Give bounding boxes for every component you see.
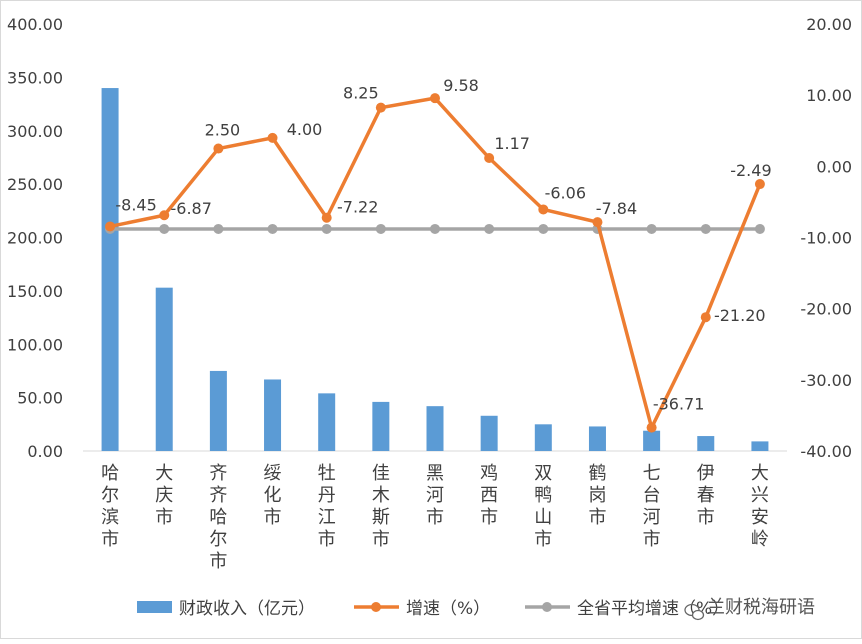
growth-point	[159, 210, 170, 221]
average-point	[321, 223, 332, 234]
left-tick-label: 150.00	[7, 282, 63, 301]
category-label: 鹤岗市	[588, 463, 606, 528]
average-point	[484, 223, 495, 234]
data-label: 1.17	[494, 134, 530, 153]
category-label: 佳木斯市	[372, 463, 390, 550]
right-tick-label: -10.00	[800, 229, 852, 248]
wechat-icon	[684, 603, 705, 621]
data-label: -7.22	[337, 198, 378, 217]
growth-point	[700, 312, 711, 323]
bar-series	[101, 88, 769, 452]
growth-line	[109, 96, 762, 430]
data-labels: -8.45 -6.87 2.50 4.00 -7.22 8.25 9.58 1.17 -6.06…	[115, 76, 771, 413]
bar	[372, 401, 390, 451]
legend-label: 财政收入（亿元）	[179, 599, 315, 619]
left-tick-label: 350.00	[7, 68, 63, 87]
watermark: 兰财税海研语	[684, 597, 815, 621]
category-label: 齐齐哈尔市	[209, 463, 227, 572]
growth-point	[430, 93, 440, 104]
category-label: 七台河市	[643, 463, 661, 550]
average-point	[213, 223, 224, 234]
growth-point	[592, 217, 603, 228]
growth-point	[754, 179, 765, 190]
bar	[426, 406, 444, 451]
right-tick-label: -20.00	[800, 300, 852, 319]
bar	[264, 379, 282, 451]
average-point	[700, 223, 711, 234]
average-point	[538, 223, 549, 234]
category-label: 大兴安岭	[751, 463, 769, 550]
legend-swatch-marker	[371, 602, 381, 612]
data-label: -8.45	[115, 195, 156, 214]
growth-point	[484, 153, 495, 164]
category-label: 绥化市	[264, 463, 282, 528]
average-point	[754, 223, 765, 234]
bar	[209, 370, 227, 451]
legend: 财政收入（亿元） 增速（%） 全省平均增速（%）	[137, 599, 729, 619]
data-label: -36.71	[653, 395, 705, 414]
data-label: -6.06	[545, 183, 586, 202]
category-label: 哈尔滨市	[101, 463, 119, 550]
growth-point	[267, 132, 278, 143]
data-label: 4.00	[287, 120, 323, 139]
category-label: 伊春市	[697, 463, 715, 528]
data-label: -6.87	[171, 199, 212, 218]
data-label: 2.50	[205, 121, 241, 140]
category-label: 双鸭山市	[534, 463, 552, 550]
growth-point	[375, 102, 386, 113]
left-tick-label: 200.00	[7, 229, 63, 248]
right-tick-label: 20.00	[806, 15, 852, 34]
growth-point	[213, 143, 224, 154]
left-tick-label: 250.00	[7, 175, 63, 194]
data-label: -2.49	[730, 161, 771, 180]
bar	[101, 88, 119, 452]
data-label: -21.20	[714, 306, 766, 325]
category-label: 大庆市	[155, 463, 173, 528]
bar	[697, 436, 715, 451]
right-tick-label: 0.00	[816, 157, 852, 176]
left-tick-label: 400.00	[7, 15, 63, 34]
bar	[643, 430, 661, 451]
bar	[480, 415, 498, 451]
category-label: 鸡西市	[480, 463, 498, 528]
growth-line-series	[105, 93, 765, 433]
data-label: -7.84	[596, 199, 637, 218]
bar	[751, 441, 769, 451]
bar	[588, 426, 606, 451]
bar	[534, 424, 552, 451]
axes: 0.00 50.00 100.00 150.00 200.00 250.00 300.00 3…	[7, 15, 852, 461]
legend-swatch-marker	[542, 602, 552, 612]
growth-point	[105, 221, 116, 232]
right-tick-label: -30.00	[800, 371, 852, 390]
average-point	[430, 223, 440, 234]
average-point	[159, 223, 170, 234]
left-tick-label: 100.00	[7, 335, 63, 354]
data-label: 8.25	[343, 84, 379, 103]
category-label: 黑河市	[426, 463, 444, 528]
average-point	[375, 223, 386, 234]
right-tick-label: -40.00	[800, 442, 852, 461]
average-point	[267, 223, 278, 234]
left-tick-label: 300.00	[7, 122, 63, 141]
right-tick-label: 10.00	[806, 86, 852, 105]
left-tick-label: 50.00	[17, 389, 63, 408]
growth-point	[538, 204, 549, 215]
data-label: 9.58	[443, 76, 479, 95]
watermark-text: 兰财税海研语	[707, 597, 815, 618]
bar	[318, 393, 336, 451]
category-label: 牡丹江市	[318, 463, 336, 550]
left-tick-label: 0.00	[27, 442, 63, 461]
bar	[155, 287, 173, 451]
legend-label: 增速（%）	[406, 599, 490, 619]
category-labels: 哈尔滨市 大庆市 齐齐哈尔市 绥化市 牡丹江市 佳木斯市 黑河市 鸡西市 双鸭山市 鹤岗市 七台河市…	[101, 463, 769, 572]
growth-point	[321, 212, 332, 223]
growth-point	[646, 422, 657, 433]
average-point	[646, 223, 657, 234]
legend-swatch-bar	[137, 601, 172, 613]
average-line-series	[105, 223, 765, 234]
